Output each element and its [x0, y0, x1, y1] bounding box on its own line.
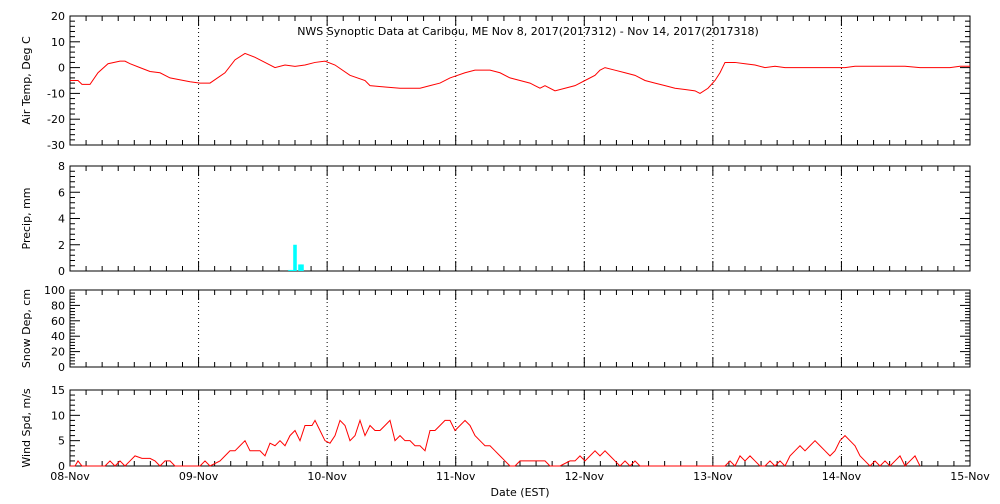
y-tick-label: 60 — [51, 315, 65, 328]
precip-bar — [300, 264, 304, 271]
panel-frame — [69, 389, 971, 467]
temp-series-line — [70, 52, 970, 94]
precip-bar — [293, 244, 297, 271]
panel-frame — [69, 165, 971, 272]
y-tick-label: -20 — [47, 113, 65, 126]
y-tick-label: -30 — [47, 139, 65, 152]
y-axis-label: Precip, mm — [20, 188, 33, 250]
y-tick-label: 0 — [58, 62, 65, 75]
x-tick-label: 13-Nov — [693, 470, 733, 483]
precip-bar — [290, 269, 294, 271]
y-tick-label: 100 — [44, 284, 65, 297]
x-tick-label: 10-Nov — [307, 470, 347, 483]
x-tick-label: 11-Nov — [436, 470, 476, 483]
y-tick-label: -10 — [47, 87, 65, 100]
panel-wind: 15 10 5 0 Wind Spd, m/s — [20, 384, 971, 473]
y-tick-label: 5 — [58, 435, 65, 448]
y-tick-label: 10 — [51, 409, 65, 422]
x-axis-label: Date (EST) — [490, 486, 549, 499]
y-tick-label: 0 — [58, 361, 65, 374]
panel-temp: 20 10 0 -10 -20 -30 Air Temp, Deg C — [20, 10, 971, 152]
y-tick-label: 20 — [51, 10, 65, 23]
precip-bar — [298, 264, 302, 271]
precip-bar — [288, 269, 292, 271]
y-tick-label: 0 — [58, 460, 65, 473]
y-tick-label: 10 — [51, 36, 65, 49]
x-tick-label: 15-Nov — [950, 470, 990, 483]
panel-snow: 100 80 60 40 20 0 Snow Dep, cm — [20, 284, 971, 374]
y-tick-label: 0 — [58, 265, 65, 278]
y-tick-label: 15 — [51, 384, 65, 397]
x-tick-label: 09-Nov — [179, 470, 219, 483]
wind-series-line — [70, 418, 921, 467]
y-axis-label: Air Temp, Deg C — [20, 36, 33, 125]
x-tick-label: 12-Nov — [565, 470, 605, 483]
y-tick-label: 6 — [58, 186, 65, 199]
y-axis-label: Wind Spd, m/s — [20, 388, 33, 468]
x-tick-label: 08-Nov — [50, 470, 90, 483]
y-axis-label: Snow Dep, cm — [20, 289, 33, 368]
y-tick-label: 8 — [58, 160, 65, 173]
y-tick-label: 2 — [58, 239, 65, 252]
panel-frame — [69, 289, 971, 368]
y-tick-label: 80 — [51, 299, 65, 312]
y-tick-label: 20 — [51, 346, 65, 359]
chart-title: NWS Synoptic Data at Caribou, ME Nov 8, … — [297, 25, 759, 38]
y-tick-label: 40 — [51, 330, 65, 343]
panel-precip: 8 6 4 2 0 Precip, mm — [20, 160, 971, 278]
y-tick-label: 4 — [58, 213, 65, 226]
x-tick-label: 14-Nov — [822, 470, 862, 483]
